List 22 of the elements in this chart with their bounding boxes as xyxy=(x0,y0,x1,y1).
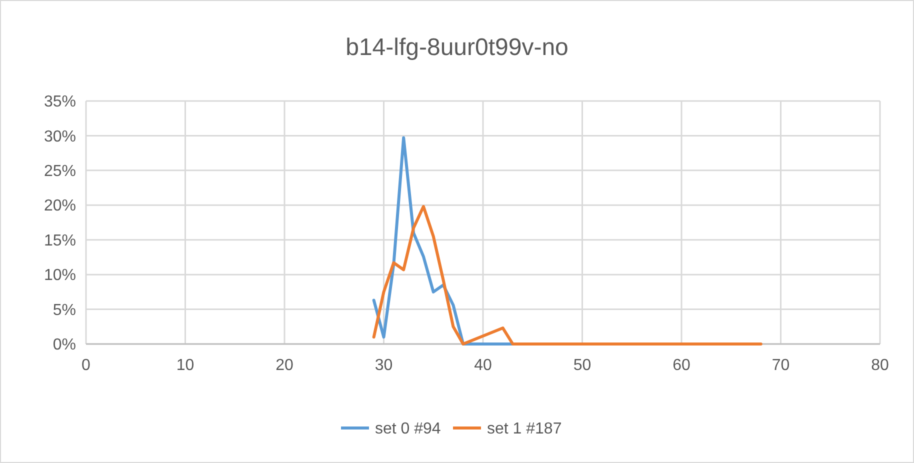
x-tick-label: 60 xyxy=(672,357,690,374)
y-tick-label: 0% xyxy=(52,336,76,354)
y-tick-label: 30% xyxy=(44,128,76,146)
x-tick-label: 20 xyxy=(276,357,294,374)
y-tick-label: 25% xyxy=(44,163,76,180)
x-tick-label: 50 xyxy=(573,357,592,374)
x-tick-label: 40 xyxy=(474,357,492,374)
legend-label: set 0 #94 xyxy=(375,420,441,438)
legend-label: set 1 #187 xyxy=(487,420,562,438)
x-tick-label: 0 xyxy=(82,357,91,374)
y-tick-label: 10% xyxy=(44,267,76,284)
line-series xyxy=(372,205,762,346)
chart-title: b14-lfg-8uur0t99v-no xyxy=(346,34,568,61)
y-tick-label: 15% xyxy=(44,232,76,250)
x-tick-label: 10 xyxy=(176,357,194,374)
y-tick-label: 5% xyxy=(52,302,76,319)
x-tick-label: 80 xyxy=(871,357,889,374)
x-tick-label: 70 xyxy=(772,357,790,374)
y-tick-label: 35% xyxy=(44,94,76,111)
y-tick-label: 20% xyxy=(44,198,76,215)
line-series xyxy=(372,136,514,346)
x-tick-label: 30 xyxy=(374,357,393,374)
